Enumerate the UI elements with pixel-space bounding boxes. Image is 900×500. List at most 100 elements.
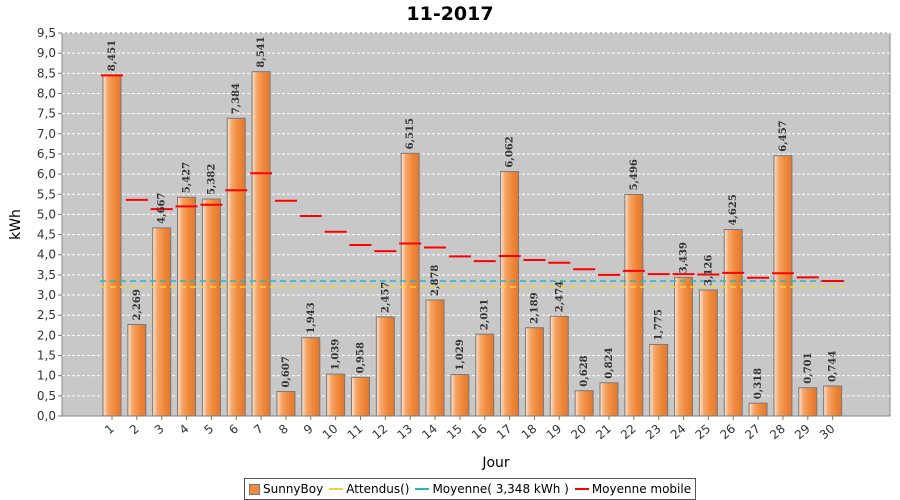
- bar-sunnyboy: [351, 376, 370, 417]
- data-label: 0,824: [604, 347, 615, 378]
- legend-swatch-moyenne: [415, 488, 430, 490]
- data-label: 5,427: [182, 162, 193, 193]
- x-tick-label: 21: [593, 422, 614, 443]
- x-tick-label: 1: [102, 422, 117, 438]
- data-label: 0,628: [579, 355, 590, 386]
- y-tick-label: 1,5: [37, 349, 56, 363]
- x-tick-label: 30: [817, 422, 838, 443]
- data-label: 1,039: [331, 339, 342, 370]
- y-tick-label: 0,0: [37, 409, 56, 423]
- data-label: 3,439: [679, 242, 690, 273]
- bar-sunnyboy: [425, 299, 445, 417]
- data-label: 0,701: [803, 352, 814, 383]
- bar-sunnyboy: [226, 117, 246, 417]
- x-tick-label: 14: [419, 422, 440, 443]
- moving-average-markers: [101, 74, 844, 282]
- bar-sunnyboy: [276, 391, 296, 417]
- legend-item-sunnyboy: SunnyBoy: [249, 482, 323, 496]
- y-tick-label: 3,5: [37, 268, 56, 282]
- x-tick-label: 24: [668, 422, 689, 443]
- data-labels: 8,451 2,269 4,667 5,427 5,382 7,384 8,541 0,607…: [107, 36, 839, 399]
- x-tick-label: 10: [320, 422, 341, 443]
- bars: [102, 71, 843, 417]
- data-label: 0,318: [753, 368, 764, 399]
- legend-label-sunnyboy: SunnyBoy: [263, 482, 324, 496]
- data-label: 8,451: [107, 40, 118, 71]
- bar-sunnyboy: [574, 390, 594, 417]
- y-tick-label: 9,5: [37, 26, 56, 40]
- bar-sunnyboy: [400, 152, 420, 417]
- bar-sunnyboy: [127, 324, 147, 417]
- x-tick-label: 7: [251, 422, 266, 438]
- y-tick-label: 4,5: [37, 228, 56, 242]
- y-tick-label: 4,0: [37, 248, 56, 262]
- data-label: 0,744: [828, 351, 839, 382]
- y-tick-label: 3,0: [37, 288, 56, 302]
- legend-label-attendus: Attendus(): [346, 482, 410, 496]
- x-tick-label: 17: [494, 422, 515, 443]
- x-tick-label: 23: [643, 422, 664, 443]
- bar-sunnyboy: [177, 196, 197, 417]
- y-tick-label: 5,5: [37, 187, 56, 201]
- data-label: 8,541: [256, 36, 267, 67]
- bar-sunnyboy: [152, 227, 172, 417]
- y-tick-label: 2,5: [37, 308, 56, 322]
- bar-sunnyboy: [375, 316, 395, 417]
- y-axis-label: kWh: [8, 209, 24, 240]
- bar-sunnyboy: [102, 74, 122, 417]
- y-tick-label: 9,0: [37, 46, 56, 60]
- data-label: 3,126: [703, 255, 714, 286]
- reference-lines: [100, 280, 845, 288]
- bar-sunnyboy: [698, 289, 718, 417]
- bar-sunnyboy: [599, 382, 619, 417]
- x-tick-label: 28: [767, 422, 788, 443]
- data-label: 2,474: [554, 281, 565, 312]
- bar-sunnyboy: [301, 337, 321, 417]
- legend-label-moyenne-mobile: Moyenne mobile: [591, 482, 692, 496]
- legend-swatch-sunnyboy: [249, 483, 260, 495]
- data-label: 0,607: [281, 356, 292, 387]
- data-label: 2,031: [480, 299, 491, 330]
- bar-sunnyboy: [326, 373, 346, 417]
- legend: SunnyBoy Attendus() Moyenne( 3,348 kWh )…: [244, 478, 697, 500]
- chart-title: 11-2017: [406, 3, 494, 25]
- bar-sunnyboy: [624, 193, 644, 417]
- x-tick-label: 20: [568, 422, 589, 443]
- legend-swatch-attendus: [329, 488, 344, 490]
- y-tick-label: 2,0: [37, 328, 56, 342]
- bar-sunnyboy: [723, 229, 743, 417]
- legend-item-attendus: Attendus(): [329, 482, 409, 496]
- y-tick-label: 8,0: [37, 86, 56, 100]
- data-label: 1,775: [654, 309, 665, 340]
- legend-label-moyenne: Moyenne( 3,348 kWh ): [432, 482, 569, 496]
- bar-sunnyboy: [649, 343, 669, 417]
- x-tick-label: 5: [201, 422, 216, 438]
- x-tick-label: 4: [177, 422, 192, 438]
- x-tick-label: 2: [127, 422, 142, 438]
- x-tick-label: 18: [519, 422, 540, 443]
- data-label: 5,496: [629, 159, 640, 190]
- bar-sunnyboy: [500, 171, 520, 417]
- y-tick-label: 5,0: [37, 207, 56, 221]
- y-tick-label: 1,0: [37, 369, 56, 383]
- grid-lines: [62, 32, 890, 397]
- data-label: 2,269: [132, 289, 143, 320]
- data-label: 6,062: [505, 136, 516, 167]
- x-tick-label: 12: [370, 422, 391, 443]
- data-label: 6,457: [778, 120, 789, 151]
- x-tick-label: 13: [394, 422, 415, 443]
- y-tick-label: 6,0: [37, 167, 56, 181]
- bar-sunnyboy: [201, 198, 221, 417]
- bar-sunnyboy: [823, 385, 843, 417]
- y-tick-label: 6,5: [37, 147, 56, 161]
- y-tick-label: 7,5: [37, 107, 56, 121]
- legend-swatch-moyenne-mobile: [574, 488, 589, 490]
- x-tick-label: 16: [469, 422, 490, 443]
- legend-item-moyenne-mobile: Moyenne mobile: [574, 482, 692, 496]
- x-axis-label: Jour: [481, 455, 510, 471]
- bar-sunnyboy: [450, 374, 470, 417]
- x-tick-label: 19: [544, 422, 565, 443]
- x-tick-label: 29: [792, 422, 813, 443]
- legend-item-moyenne: Moyenne( 3,348 kWh ): [415, 482, 569, 496]
